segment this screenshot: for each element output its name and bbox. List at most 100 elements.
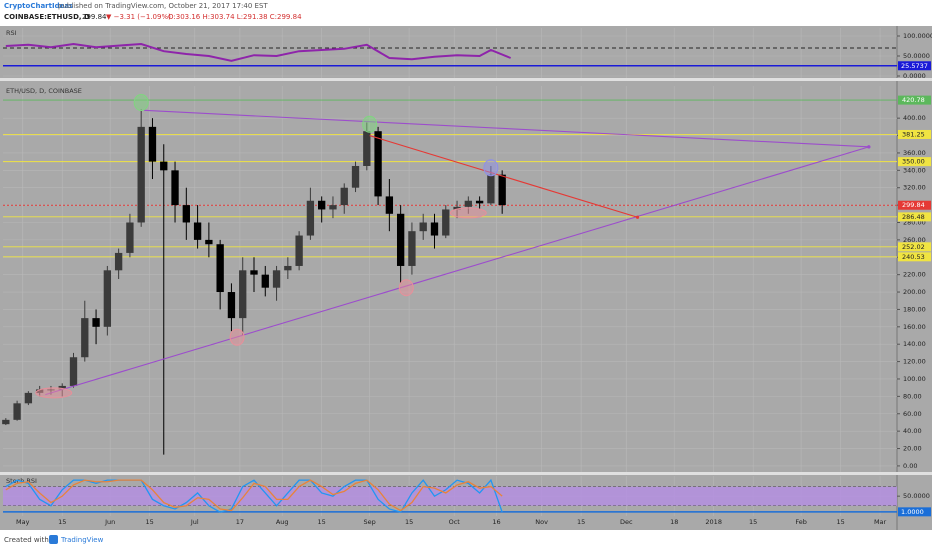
x-tick-label: 16 (492, 518, 500, 526)
candle-body (475, 200, 484, 204)
footer-created: Created with (4, 536, 49, 544)
y-tick-label: 60.00 (903, 410, 922, 418)
candle-body (408, 231, 416, 266)
last-price: 299.84 (82, 13, 107, 21)
author[interactable]: CryptoChartIdeas (4, 2, 73, 10)
y-tick-label: 320.00 (903, 184, 926, 192)
level-label: 299.84 (902, 201, 925, 209)
candle-body (487, 174, 495, 204)
level-label-bg (898, 212, 931, 222)
candle-body (182, 205, 190, 223)
x-tick-label: 15 (749, 518, 757, 526)
y-tick-label: 180.00 (903, 305, 926, 313)
x-tick-label: 15 (405, 518, 413, 526)
level-label: 286.48 (902, 213, 925, 221)
x-tick-label: May (16, 518, 30, 526)
candle-body (498, 174, 506, 206)
y-tick-label: 140.00 (903, 340, 926, 348)
footer-bg (0, 530, 932, 550)
y-tick-label: 400.00 (903, 114, 926, 122)
y-tick-label: 20.00 (903, 445, 922, 453)
candle-body (92, 318, 100, 327)
candle-body (239, 270, 247, 319)
candle-body (160, 161, 168, 171)
band (3, 486, 897, 506)
candle-body (24, 392, 33, 404)
candle-body (103, 270, 112, 327)
highlight (229, 328, 245, 346)
candle-body (363, 131, 371, 166)
y-tick-label: 100.0000 (903, 32, 932, 40)
candle-body (306, 200, 315, 236)
candle-body (464, 200, 472, 207)
x-tick-label: 15 (58, 518, 66, 526)
candle-body (227, 292, 236, 319)
pane-title: RSI (6, 29, 17, 37)
x-tick-label: 17 (236, 518, 244, 526)
header-bg (0, 0, 932, 26)
highlight (362, 115, 378, 133)
candle-body (114, 252, 123, 271)
candle-body (13, 403, 21, 420)
x-tick-label: 15 (836, 518, 844, 526)
level-label: 420.78 (902, 96, 925, 104)
highlight (483, 159, 499, 177)
x-tick-label: 2018 (705, 518, 722, 526)
x-tick-label: 18 (670, 518, 678, 526)
y-tick-label: 340.00 (903, 166, 926, 174)
candle-body (69, 357, 78, 386)
chart-bg (0, 26, 932, 530)
series-line (5, 479, 503, 512)
x-tick-label: Sep (363, 518, 375, 526)
level-label: 381.25 (902, 130, 925, 138)
y-tick-label: 0.00 (903, 462, 917, 470)
current-label: 25.5737 (901, 62, 928, 70)
change: ▼ −3.31 (−1.09%) (106, 13, 171, 21)
level-label-bg (898, 242, 931, 252)
pane-title: ETH/USD, D, COINBASE (6, 87, 82, 95)
x-tick-label: Nov (535, 518, 548, 526)
highlight (449, 207, 487, 219)
trendline-end (635, 215, 640, 219)
level-label-bg (898, 157, 931, 167)
y-tick-label: 100.00 (903, 375, 926, 383)
candle-body (126, 222, 134, 253)
x-tick-label: Oct (449, 518, 461, 526)
candle-body (284, 265, 292, 271)
candle-body (216, 244, 224, 293)
candle-body (171, 170, 179, 206)
pane-separator (0, 78, 932, 81)
current-label: 1.0000 (901, 508, 924, 516)
pane-separator (0, 472, 932, 475)
y-tick-label: 40.00 (903, 427, 922, 435)
level-label: 350.00 (902, 158, 925, 166)
x-tick-label: Jul (190, 518, 199, 526)
x-tick-label: Feb (795, 518, 807, 526)
candle-body (430, 222, 439, 236)
series-line (5, 42, 512, 62)
level-label-bg (898, 129, 931, 139)
level-label: 252.02 (902, 243, 925, 251)
x-tick-label: Mar (874, 518, 887, 526)
candle-body (137, 126, 145, 223)
y-tick-label: 120.00 (903, 358, 926, 366)
highlight (133, 94, 149, 112)
candle-body (148, 126, 157, 162)
brand-logo (49, 535, 58, 544)
y-tick-label: 0.0000 (903, 72, 926, 80)
x-tick-label: Dec (620, 518, 633, 526)
x-tick-label: 15 (146, 518, 154, 526)
footer-brand[interactable]: TradingView (60, 536, 104, 544)
candle-body (2, 419, 10, 425)
trendline (45, 146, 869, 396)
y-tick-label: 50.0000 (903, 52, 930, 60)
candle-body (193, 222, 202, 240)
candle-body (205, 239, 213, 245)
candle-body (351, 165, 360, 188)
candle-body (272, 270, 281, 288)
y-tick-label: 200.00 (903, 288, 926, 296)
candle-body (453, 206, 461, 210)
symbol: COINBASE:ETHUSD, D (4, 13, 90, 21)
candle-body (250, 270, 258, 275)
highlight (35, 387, 73, 399)
